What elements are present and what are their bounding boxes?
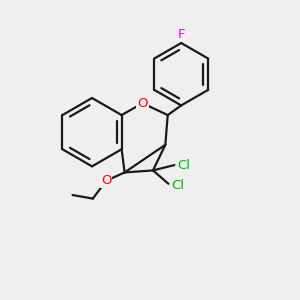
Text: F: F	[178, 28, 185, 41]
Text: O: O	[137, 97, 148, 110]
Text: Cl: Cl	[177, 159, 190, 172]
Text: Cl: Cl	[171, 179, 184, 192]
Text: O: O	[101, 174, 111, 187]
